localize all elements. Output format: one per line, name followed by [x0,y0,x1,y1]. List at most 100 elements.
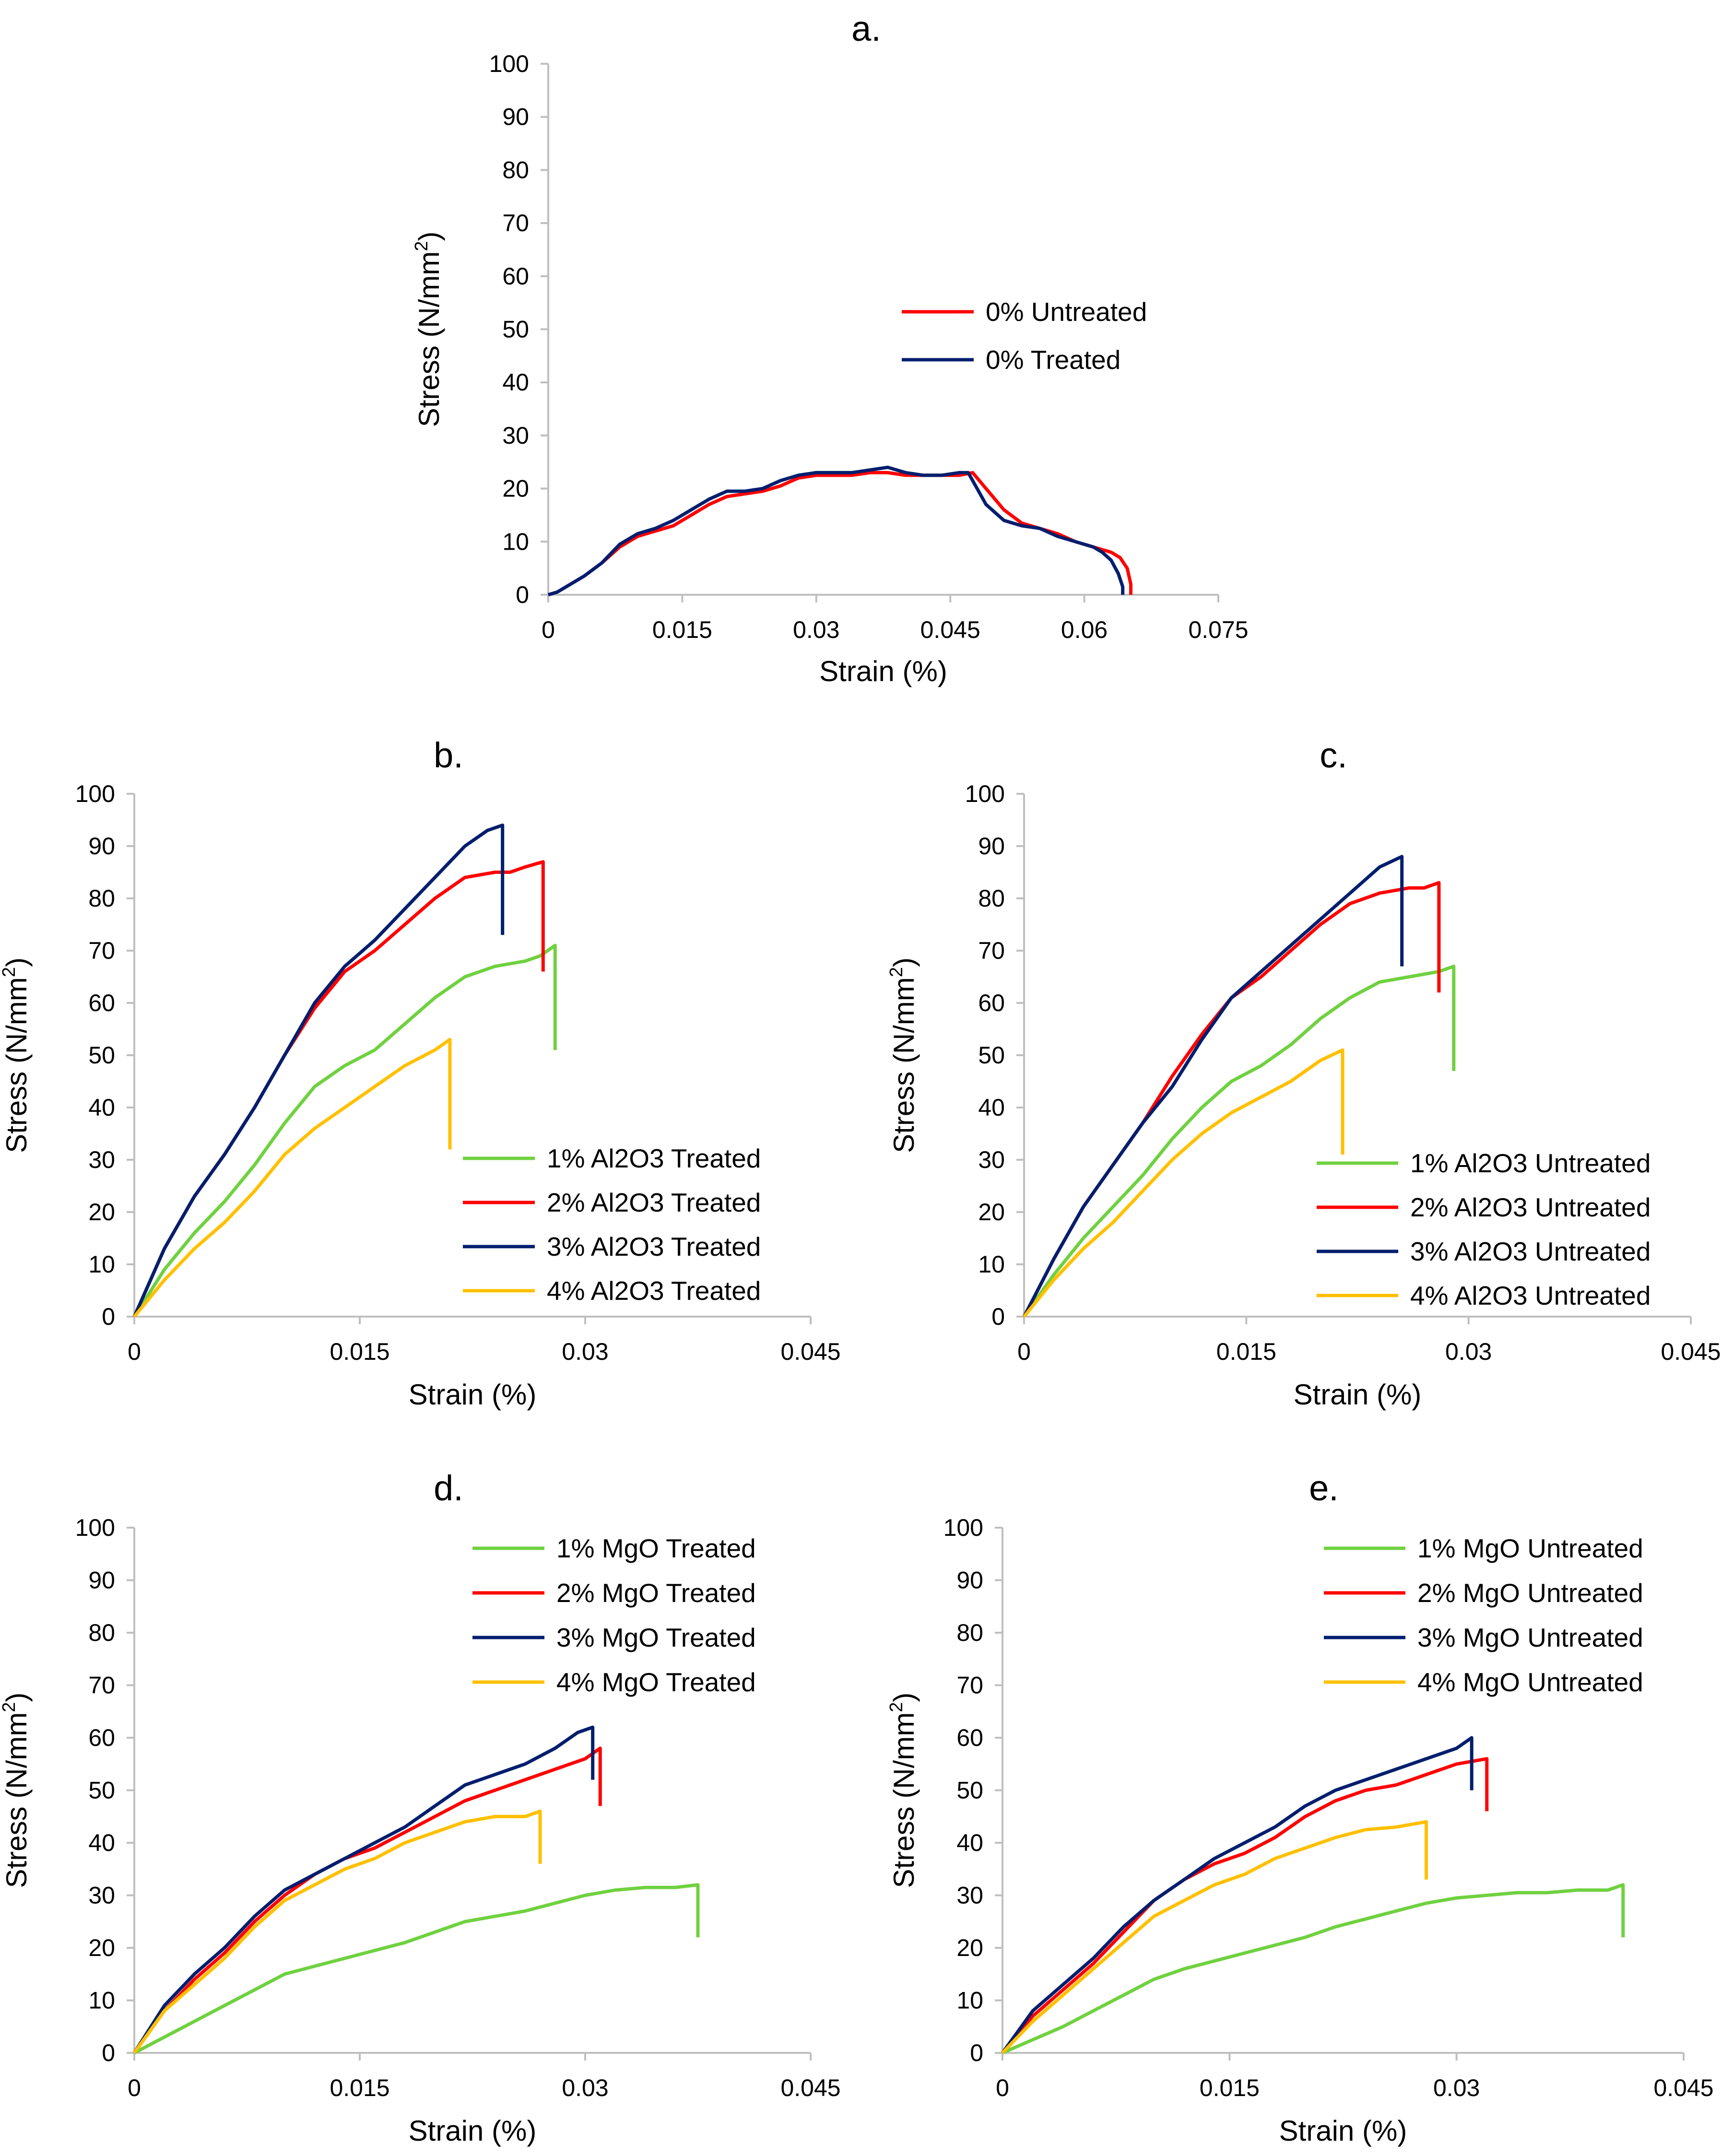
x-tick-label: 0.015 [1200,2074,1260,2101]
y-tick-label: 100 [75,780,115,807]
y-tick-label: 50 [88,1777,115,1804]
y-axis-title: Stress (N/mm2) [886,957,920,1153]
legend-label: 3% MgO Treated [556,1623,756,1652]
y-tick-label: 60 [978,990,1005,1016]
y-tick-label: 50 [502,316,529,343]
x-tick-label: 0.045 [780,2074,840,2101]
x-tick-label: 0 [996,2074,1009,2101]
x-tick-label: 0.03 [793,616,839,643]
chart-panel-d: d. 0 10 20 30 40 50 60 70 80 90 100 0 0.015 0.03 0.045 S… [0,1468,841,2147]
y-tick-label: 80 [502,156,529,183]
legend-label: 4% MgO Treated [556,1667,756,1697]
y-tick-label: 20 [88,1199,115,1225]
x-tick-label: 0.015 [330,2074,389,2101]
x-tick-label: 0.045 [1661,1338,1721,1365]
y-axis-title-end: ) [0,957,33,967]
y-tick-label: 40 [978,1094,1005,1121]
series-line-3pct-al2o3-untreated [1022,855,1404,1318]
y-axis-title-superscript: 2 [0,967,19,977]
y-axis-title: Stress (N/mm2) [0,957,33,1153]
series-line-1pct-mgo-untreated [1002,1883,1625,2055]
panel-title: c. [1320,735,1347,775]
y-axis-title-main: Stress (N/mm [888,1712,920,1888]
y-axis-title-end: ) [413,232,445,241]
legend-label: 1% MgO Untreated [1417,1533,1643,1563]
legend-label: 4% Al2O3 Untreated [1410,1281,1650,1310]
y-tick-label: 70 [502,210,529,236]
x-axis-title: Strain (%) [1279,2115,1407,2147]
x-tick-label: 0.015 [330,1338,389,1365]
legend: 1% MgO Untreated 2% MgO Untreated 3% MgO U… [1324,1533,1643,1697]
panel-title: d. [434,1468,463,1508]
x-tick-label: 0.015 [652,616,712,643]
legend-label: 4% MgO Untreated [1417,1667,1643,1697]
legend-label: 1% Al2O3 Treated [547,1143,761,1173]
x-tick-label: 0.015 [1216,1338,1276,1365]
legend-label: 0% Treated [986,345,1120,375]
panel-title: b. [434,735,463,775]
y-tick-label: 10 [956,1987,983,2014]
y-tick-label: 10 [978,1251,1005,1278]
series-line-2pct-mgo-untreated [1001,1757,1489,2054]
y-tick-label: 100 [965,780,1005,807]
series-line-3pct-mgo-treated [133,1725,595,2054]
series-line-0pct-treated [548,465,1125,597]
y-axis-title-main: Stress (N/mm [0,1712,33,1888]
y-axis-title-superscript: 2 [886,1702,907,1712]
legend: 1% MgO Treated 2% MgO Treated 3% MgO Treat… [472,1533,756,1697]
legend-label: 2% MgO Untreated [1417,1578,1643,1608]
legend-label: 1% Al2O3 Untreated [1410,1148,1650,1178]
y-axis-title: Stress (N/mm2) [412,232,445,427]
y-tick-label: 0 [516,581,529,608]
y-tick-label: 0 [970,2039,983,2066]
x-tick-label: 0.03 [562,2074,608,2101]
x-tick-label: 0.03 [1445,1338,1492,1365]
y-tick-label: 70 [956,1672,983,1699]
legend-label: 2% Al2O3 Untreated [1410,1192,1650,1222]
panel-title: e. [1309,1468,1339,1508]
y-tick-label: 70 [978,937,1005,964]
x-tick-label: 0.045 [920,616,980,643]
y-axis-title-end: ) [0,1693,33,1702]
y-tick-label: 50 [978,1042,1005,1069]
x-tick-label: 0.06 [1061,616,1108,643]
y-axis-title-end: ) [888,1693,920,1702]
panel-title: a. [851,9,881,48]
y-tick-label: 20 [956,1934,983,1961]
y-tick-label: 90 [956,1567,983,1594]
chart-panel-b: b. 0 10 20 30 40 50 60 70 80 90 100 0 0.015 0.03 0.045 S… [0,735,841,1411]
legend-label: 4% Al2O3 Treated [547,1276,761,1306]
y-axis-title-main: Stress (N/mm [0,977,33,1153]
y-tick-label: 10 [88,1987,115,2014]
x-tick-label: 0 [1017,1338,1031,1365]
legend: 1% Al2O3 Untreated 2% Al2O3 Untreated 3% A… [1317,1148,1650,1310]
legend: 0% Untreated 0% Treated [902,297,1147,375]
y-tick-label: 40 [502,369,529,396]
series-line-1pct-al2o3-treated [133,943,557,1318]
y-tick-label: 60 [88,990,115,1016]
y-tick-label: 100 [75,1514,115,1541]
y-tick-label: 90 [502,104,529,130]
y-tick-label: 30 [956,1882,983,1909]
chart-panel-a: a. 0 10 20 30 40 50 60 70 80 90 100 0 0.015 0.03 0.045 0… [412,9,1249,687]
x-tick-label: 0 [128,2074,141,2101]
y-axis-title-superscript: 2 [886,967,907,977]
y-tick-label: 30 [88,1146,115,1173]
series-line-1pct-al2o3-untreated [1023,965,1456,1318]
legend-label: 2% Al2O3 Treated [547,1188,761,1217]
y-tick-label: 20 [502,475,529,502]
x-tick-label: 0 [128,1338,141,1365]
y-tick-label: 80 [956,1619,983,1646]
x-tick-label: 0.075 [1188,616,1248,643]
x-tick-label: 0.045 [1653,2074,1713,2101]
y-tick-label: 30 [88,1882,115,1909]
x-axis-title: Strain (%) [1294,1378,1422,1411]
series-line-3pct-mgo-untreated [1001,1736,1474,2054]
legend: 1% Al2O3 Treated 2% Al2O3 Treated 3% Al2O3… [463,1143,761,1306]
y-tick-label: 50 [956,1777,983,1804]
y-tick-label: 80 [88,1619,115,1646]
legend-label: 2% MgO Treated [556,1578,756,1608]
y-tick-label: 100 [943,1514,983,1541]
legend-label: 3% Al2O3 Treated [547,1232,761,1261]
